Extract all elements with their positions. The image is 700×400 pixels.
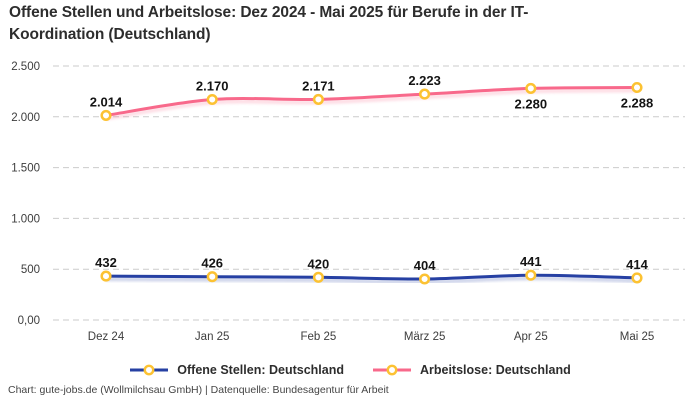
- data-point-marker: [100, 270, 112, 282]
- data-point-label: 2.288: [621, 96, 654, 111]
- data-point-marker: [312, 271, 324, 283]
- series-offene-stellen-deutschland: 432 426 420 404 441 414: [95, 254, 649, 285]
- svg-text:Dez 24: Dez 24: [88, 331, 125, 343]
- svg-text:2.500: 2.500: [11, 61, 40, 73]
- svg-text:Feb 25: Feb 25: [300, 331, 336, 343]
- y-axis-labels: 0,00 500 1.000 1.500 2.000 2.500: [11, 61, 40, 327]
- data-point-marker: [631, 81, 643, 94]
- svg-text:2.000: 2.000: [11, 112, 40, 124]
- data-point-label: 2.014: [90, 94, 123, 109]
- data-point-marker: [525, 269, 537, 281]
- data-point-marker: [631, 272, 643, 284]
- legend-label-arbeitslose: Arbeitslose: Deutschland: [419, 363, 571, 377]
- chart-source-attribution: Chart: gute-jobs.de (Wollmilchsau GmbH) …: [8, 384, 389, 396]
- legend-label-offene-stellen: Offene Stellen: Deutschland: [177, 363, 344, 377]
- legend-item-offene-stellen[interactable]: Offene Stellen: Deutschland: [129, 363, 344, 377]
- gridlines: [53, 65, 685, 321]
- svg-text:500: 500: [21, 264, 40, 276]
- svg-text:März 25: März 25: [404, 331, 446, 343]
- data-point-label: 432: [95, 255, 117, 270]
- chart-legend: Offene Stellen: Deutschland Arbeitslose:…: [0, 359, 700, 381]
- data-point-marker: [419, 273, 431, 285]
- svg-text:Apr 25: Apr 25: [514, 331, 548, 343]
- data-point-marker: [525, 82, 537, 94]
- data-point-marker: [206, 93, 218, 106]
- data-point-marker: [312, 93, 324, 105]
- data-point-label: 404: [414, 258, 436, 273]
- data-point-label: 2.280: [515, 96, 548, 111]
- data-point-label: 2.223: [408, 73, 441, 88]
- svg-text:Mai 25: Mai 25: [620, 331, 655, 343]
- legend-line-marker-icon: [372, 364, 411, 376]
- svg-text:1.000: 1.000: [11, 213, 40, 225]
- svg-text:1.500: 1.500: [11, 163, 40, 175]
- data-point-label: 441: [520, 254, 542, 269]
- svg-text:0,00: 0,00: [18, 315, 40, 327]
- data-point-marker: [100, 109, 112, 121]
- data-point-label: 426: [201, 256, 223, 271]
- series-arbeitslose-deutschland: 2.014 2.170 2.171 2.223 2.280 2.288: [90, 73, 654, 121]
- x-axis-labels: Dez 24 Jan 25 Feb 25 März 25 Apr 25 Mai 25: [88, 331, 654, 343]
- svg-text:Jan 25: Jan 25: [195, 331, 230, 343]
- data-point-marker: [419, 88, 431, 100]
- data-point-marker: [206, 271, 218, 283]
- data-point-label: 2.170: [196, 79, 229, 94]
- legend-item-arbeitslose[interactable]: Arbeitslose: Deutschland: [372, 363, 571, 377]
- data-point-label: 2.171: [302, 78, 335, 93]
- data-point-label: 414: [626, 257, 648, 272]
- legend-line-marker-icon: [130, 364, 169, 376]
- chart-title: Offene Stellen und Arbeitslose: Dez 2024…: [9, 4, 529, 43]
- data-point-label: 420: [308, 256, 330, 271]
